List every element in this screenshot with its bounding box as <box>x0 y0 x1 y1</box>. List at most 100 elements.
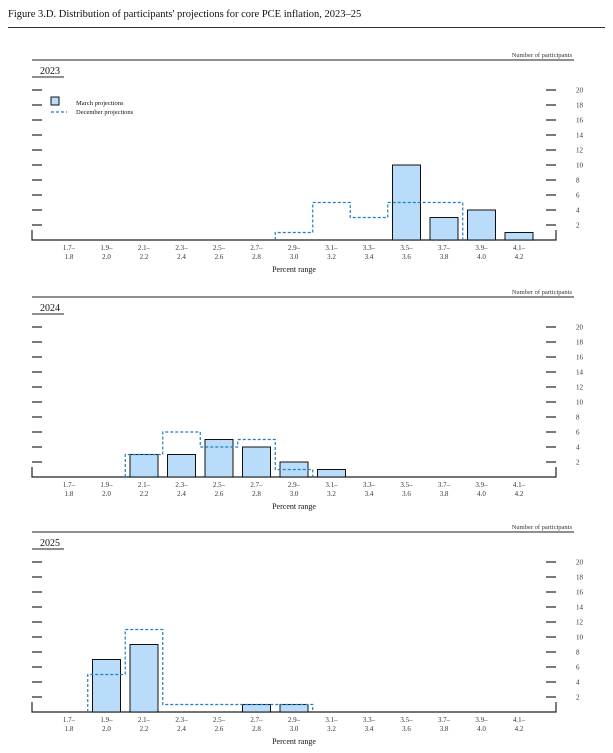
y-tick-label: 20 <box>576 559 584 567</box>
x-axis-label: Percent range <box>272 737 316 746</box>
x-tick-label: 3.5– <box>400 716 413 724</box>
x-tick-label: 2.3– <box>175 244 188 252</box>
y-tick-label: 2 <box>576 459 580 467</box>
x-tick-label: 3.7– <box>438 481 451 489</box>
x-tick-label: 2.9– <box>288 481 301 489</box>
legend-december-label: December projections <box>76 109 134 116</box>
x-axis-label: Percent range <box>272 265 316 274</box>
x-tick-label: 4.0 <box>477 725 486 733</box>
legend-march-label: March projections <box>76 100 124 107</box>
y-tick-label: 2 <box>576 222 580 230</box>
y-tick-label: 10 <box>576 399 584 407</box>
x-tick-label: 2.0 <box>102 490 111 498</box>
x-tick-label: 4.2 <box>515 725 524 733</box>
x-tick-label: 3.7– <box>438 716 451 724</box>
x-tick-label: 2.4 <box>177 253 186 261</box>
y-tick-label: 4 <box>576 207 580 215</box>
x-tick-label: 2.7– <box>250 481 263 489</box>
x-tick-label: 2.5– <box>213 244 226 252</box>
x-tick-label: 3.1– <box>325 716 338 724</box>
x-tick-label: 2.8 <box>252 490 261 498</box>
x-tick-label: 3.6 <box>402 725 411 733</box>
x-tick-label: 2.2 <box>140 490 149 498</box>
x-tick-label: 3.2 <box>327 253 336 261</box>
bar-march <box>92 659 121 713</box>
x-tick-label: 2.1– <box>138 481 151 489</box>
figure-title: Figure 3.D. Distribution of participants… <box>8 9 362 20</box>
x-tick-label: 2.4 <box>177 725 186 733</box>
x-tick-label: 1.9– <box>100 481 113 489</box>
x-tick-label: 3.8 <box>440 253 449 261</box>
x-tick-label: 2.2 <box>140 253 149 261</box>
x-tick-label: 4.1– <box>513 481 526 489</box>
x-tick-label: 3.3– <box>363 716 376 724</box>
y-tick-label: 8 <box>576 649 580 657</box>
y-tick-label: 18 <box>576 339 584 347</box>
x-tick-label: 1.7– <box>63 481 76 489</box>
x-tick-label: 2.5– <box>213 481 226 489</box>
y-tick-label: 12 <box>576 147 584 155</box>
x-tick-label: 2.1– <box>138 244 151 252</box>
y-tick-label: 14 <box>576 132 584 140</box>
x-tick-label: 2.4 <box>177 490 186 498</box>
bar-march <box>242 446 271 478</box>
x-tick-label: 3.0 <box>290 490 299 498</box>
x-tick-label: 3.3– <box>363 481 376 489</box>
x-tick-label: 2.6 <box>215 725 224 733</box>
bar-march <box>317 469 346 478</box>
y-tick-label: 18 <box>576 574 584 582</box>
panel-title: 2023 <box>40 66 60 77</box>
y-tick-label: 20 <box>576 324 584 332</box>
x-tick-label: 2.9– <box>288 244 301 252</box>
bar-march <box>504 232 534 241</box>
x-tick-label: 3.0 <box>290 253 299 261</box>
y-tick-label: 16 <box>576 589 584 597</box>
x-tick-label: 1.8 <box>65 725 74 733</box>
bar-march <box>279 704 309 713</box>
x-tick-label: 2.5– <box>213 716 226 724</box>
bar-march <box>129 644 159 713</box>
y-tick-label: 20 <box>576 87 584 95</box>
x-tick-label: 3.2 <box>327 490 336 498</box>
panel-title: 2025 <box>40 538 60 549</box>
bar-march <box>242 704 271 713</box>
x-tick-label: 3.4 <box>365 490 374 498</box>
y-tick-label: 10 <box>576 162 584 170</box>
line-december <box>87 628 314 712</box>
bar-march <box>129 454 159 478</box>
x-tick-label: 3.0 <box>290 725 299 733</box>
x-tick-label: 3.8 <box>440 725 449 733</box>
y-tick-label: 14 <box>576 369 584 377</box>
x-tick-label: 3.6 <box>402 253 411 261</box>
x-axis-label: Percent range <box>272 502 316 511</box>
x-tick-label: 2.3– <box>175 481 188 489</box>
y-tick-label: 14 <box>576 604 584 612</box>
y-tick-label: 10 <box>576 634 584 642</box>
y-axis-label: Number of participants <box>512 289 573 296</box>
y-tick-label: 18 <box>576 102 584 110</box>
y-tick-label: 2 <box>576 694 580 702</box>
y-tick-label: 16 <box>576 117 584 125</box>
bar-march <box>167 454 196 478</box>
x-tick-label: 1.7– <box>63 716 76 724</box>
x-tick-label: 1.7– <box>63 244 76 252</box>
x-tick-label: 3.7– <box>438 244 451 252</box>
y-tick-label: 16 <box>576 354 584 362</box>
x-tick-label: 3.4 <box>365 253 374 261</box>
x-tick-label: 2.8 <box>252 725 261 733</box>
y-axis-label: Number of participants <box>512 524 573 531</box>
y-tick-label: 4 <box>576 444 580 452</box>
x-tick-label: 3.5– <box>400 244 413 252</box>
bar-march <box>204 439 234 478</box>
x-tick-label: 2.9– <box>288 716 301 724</box>
x-tick-label: 4.0 <box>477 490 486 498</box>
y-tick-label: 4 <box>576 679 580 687</box>
x-tick-label: 3.8 <box>440 490 449 498</box>
x-tick-label: 3.4 <box>365 725 374 733</box>
y-tick-label: 12 <box>576 619 584 627</box>
y-axis-label: Number of participants <box>512 52 573 59</box>
x-tick-label: 2.8 <box>252 253 261 261</box>
x-tick-label: 4.1– <box>513 716 526 724</box>
x-tick-label: 2.3– <box>175 716 188 724</box>
